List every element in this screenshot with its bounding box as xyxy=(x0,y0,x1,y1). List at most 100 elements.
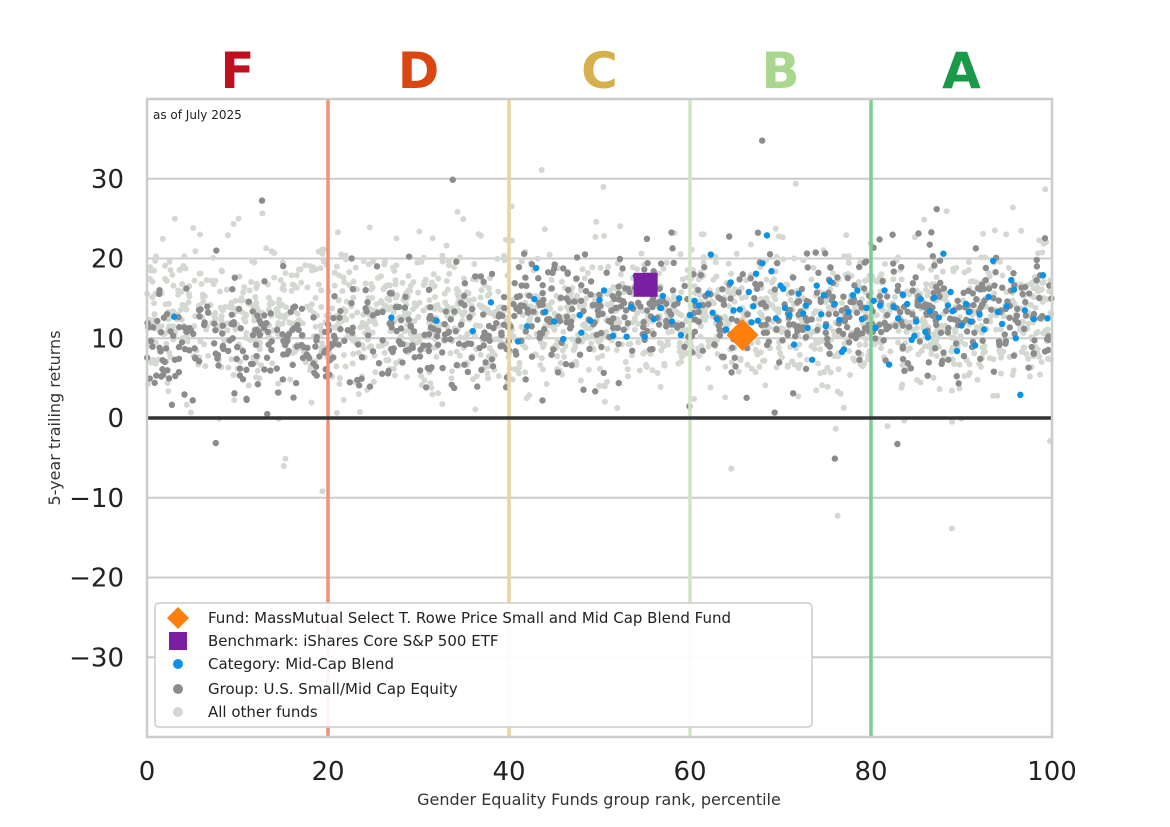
point-category-fund xyxy=(965,308,972,316)
point-other-fund xyxy=(700,259,707,266)
point-group-fund xyxy=(735,289,742,296)
point-category-fund xyxy=(659,292,667,300)
point-category-fund xyxy=(170,313,178,320)
point-other-fund xyxy=(431,293,438,300)
point-other-fund xyxy=(191,277,198,284)
point-group-fund xyxy=(909,280,917,287)
point-other-fund xyxy=(827,369,834,376)
point-other-fund xyxy=(295,266,302,273)
point-other-fund xyxy=(415,313,422,320)
point-group-fund xyxy=(264,328,272,336)
point-group-fund xyxy=(894,282,902,290)
point-other-fund xyxy=(218,317,225,324)
point-other-fund xyxy=(162,301,169,308)
point-group-fund xyxy=(453,361,460,369)
point-category-fund xyxy=(487,299,495,306)
point-other-fund xyxy=(456,352,463,359)
point-other-fund xyxy=(310,264,317,271)
point-group-fund xyxy=(416,353,424,360)
point-group-fund xyxy=(933,321,940,329)
point-group-fund xyxy=(1025,290,1033,297)
point-other-fund xyxy=(773,364,780,371)
point-category-fund xyxy=(935,314,943,321)
point-group-fund xyxy=(774,259,781,267)
point-other-fund xyxy=(589,264,596,271)
point-group-fund xyxy=(747,275,754,282)
point-group-fund xyxy=(546,318,553,325)
point-group-fund xyxy=(622,285,629,292)
point-other-fund xyxy=(948,525,955,532)
point-group-fund xyxy=(933,205,940,213)
point-other-fund xyxy=(216,288,223,295)
point-group-fund xyxy=(168,401,176,409)
point-group-fund xyxy=(719,285,726,293)
point-other-fund xyxy=(429,235,436,242)
point-group-fund xyxy=(715,294,722,301)
point-category-fund xyxy=(799,310,807,317)
point-group-fund xyxy=(996,341,1003,349)
point-group-fund xyxy=(236,365,244,372)
point-other-fund xyxy=(240,289,247,296)
legend-marker xyxy=(173,684,183,694)
point-group-fund xyxy=(845,339,853,346)
point-group-fund xyxy=(938,360,945,368)
point-other-fund xyxy=(352,264,359,271)
point-group-fund xyxy=(653,299,660,307)
point-group-fund xyxy=(195,358,203,365)
point-group-fund xyxy=(1030,350,1037,357)
point-category-fund xyxy=(917,295,924,303)
y-tick-label: −20 xyxy=(69,564,124,594)
point-other-fund xyxy=(784,281,791,288)
point-other-fund xyxy=(151,311,158,318)
point-group-fund xyxy=(822,329,829,336)
point-group-fund xyxy=(753,285,761,293)
point-other-fund xyxy=(151,300,158,307)
point-other-fund xyxy=(289,281,296,288)
point-group-fund xyxy=(802,333,810,341)
point-group-fund xyxy=(279,376,287,383)
point-other-fund xyxy=(256,346,263,353)
point-other-fund xyxy=(952,329,959,336)
point-other-fund xyxy=(583,295,590,302)
x-axis-label: Gender Equality Funds group rank, percen… xyxy=(417,790,781,809)
point-group-fund xyxy=(896,309,904,316)
point-other-fund xyxy=(501,257,508,264)
point-other-fund xyxy=(416,299,423,306)
point-group-fund xyxy=(1041,235,1049,242)
point-category-fund xyxy=(872,324,879,332)
point-group-fund xyxy=(603,269,610,276)
point-group-fund xyxy=(991,282,998,289)
point-other-fund xyxy=(680,348,687,355)
point-group-fund xyxy=(898,263,905,271)
point-other-fund xyxy=(951,360,958,367)
point-group-fund xyxy=(580,386,587,393)
point-other-fund xyxy=(448,375,455,382)
y-tick-label: −30 xyxy=(69,643,124,673)
point-other-fund xyxy=(420,307,427,314)
point-group-fund xyxy=(729,344,736,351)
point-group-fund xyxy=(379,308,386,316)
point-group-fund xyxy=(695,308,702,316)
point-group-fund xyxy=(562,360,570,368)
point-group-fund xyxy=(736,276,743,283)
point-group-fund xyxy=(899,345,906,352)
point-group-fund xyxy=(304,344,311,352)
point-group-fund xyxy=(681,343,688,351)
point-other-fund xyxy=(457,334,464,341)
point-group-fund xyxy=(789,390,797,397)
point-category-fund xyxy=(790,341,798,348)
point-group-fund xyxy=(940,349,947,356)
point-group-fund xyxy=(186,324,193,332)
point-other-fund xyxy=(341,314,348,321)
point-other-fund xyxy=(333,409,340,416)
point-group-fund xyxy=(1002,337,1010,345)
point-other-fund xyxy=(584,269,591,276)
point-group-fund xyxy=(931,262,938,269)
point-other-fund xyxy=(763,295,770,302)
point-other-fund xyxy=(252,293,259,300)
point-other-fund xyxy=(258,362,265,369)
point-group-fund xyxy=(477,273,485,280)
point-group-fund xyxy=(183,285,190,292)
point-group-fund xyxy=(1033,263,1041,270)
point-group-fund xyxy=(582,287,590,295)
